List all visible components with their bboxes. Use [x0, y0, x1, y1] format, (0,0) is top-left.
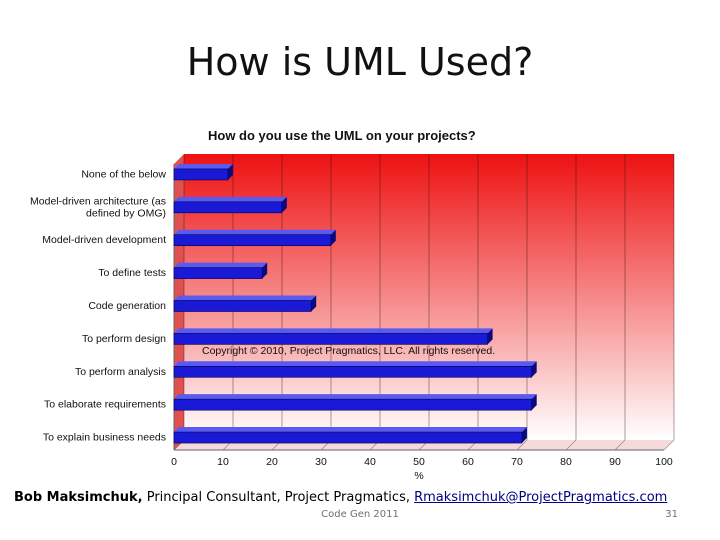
x-tick-label: 60	[462, 456, 474, 468]
bar	[173, 168, 229, 181]
bar-top-face	[174, 394, 537, 400]
category-label: To explain business needs	[43, 432, 166, 444]
category-label: To define tests	[98, 267, 166, 279]
footer-credit: Bob Maksimchuk, Principal Consultant, Pr…	[14, 490, 667, 505]
bar	[173, 333, 488, 345]
category-label: Model-driven architecture (as	[30, 195, 166, 207]
bar-end-face	[311, 295, 317, 312]
chart-annotation: Copyright © 2010, Project Pragmatics, LL…	[202, 345, 495, 357]
x-tick-label: 10	[217, 456, 229, 468]
bar-end-face	[330, 229, 336, 246]
bar	[173, 267, 263, 279]
bar	[173, 300, 312, 312]
category-label: To perform analysis	[75, 366, 166, 378]
bar-end-face	[531, 394, 537, 411]
bar-top-face	[174, 427, 527, 433]
footer-role: Principal Consultant, Project Pragmatics…	[142, 490, 415, 505]
bar	[173, 234, 332, 247]
bar-end-face	[487, 328, 493, 345]
bar-top-face	[174, 262, 268, 268]
bar-top-face	[174, 163, 233, 169]
bar-end-face	[281, 196, 287, 213]
x-tick-label: 80	[560, 456, 572, 468]
footer-author: Bob Maksimchuk,	[14, 490, 143, 505]
bar-top-face	[174, 295, 317, 301]
grid-floor-line	[565, 439, 577, 451]
category-label: Code generation	[88, 300, 166, 312]
x-tick-label: 30	[315, 456, 327, 468]
chart-canvas: How do you use the UML on your projects?…	[30, 128, 675, 482]
x-tick-label: 0	[171, 456, 177, 468]
bar	[173, 431, 523, 444]
footer-event: Code Gen 2011	[321, 509, 399, 520]
grid-floor-line	[614, 439, 626, 451]
bar-top-face	[174, 196, 287, 202]
category-label: defined by OMG)	[86, 207, 166, 219]
bar	[173, 365, 533, 378]
x-tick-label: 20	[266, 456, 278, 468]
category-label: None of the below	[81, 168, 166, 180]
category-label: Model-driven development	[42, 234, 166, 246]
bar-end-face	[227, 163, 233, 180]
bar	[173, 398, 533, 411]
x-tick-label: 100	[655, 456, 673, 468]
slide-number: 31	[665, 509, 678, 520]
chart-title: How do you use the UML on your projects?	[208, 128, 476, 143]
x-axis-label: %	[414, 470, 423, 482]
slide-title: How is UML Used?	[186, 40, 534, 84]
uml-usage-chart: How do you use the UML on your projects?…	[0, 118, 720, 490]
bar-top-face	[174, 361, 537, 367]
x-tick-label: 50	[413, 456, 425, 468]
category-label: To perform design	[82, 333, 166, 345]
bar-end-face	[521, 427, 527, 444]
x-tick-label: 70	[511, 456, 523, 468]
footer-email-link[interactable]: Rmaksimchuk@ProjectPragmatics.com	[414, 490, 668, 505]
grid-floor-line	[663, 439, 675, 451]
bar-top-face	[174, 229, 336, 235]
bar-end-face	[262, 262, 268, 279]
bar-end-face	[531, 361, 537, 378]
x-tick-label: 90	[609, 456, 621, 468]
category-label: To elaborate requirements	[44, 399, 166, 411]
grid-floor-line	[516, 439, 528, 451]
x-tick-label: 40	[364, 456, 376, 468]
bar-top-face	[174, 328, 493, 334]
bar	[173, 201, 283, 214]
